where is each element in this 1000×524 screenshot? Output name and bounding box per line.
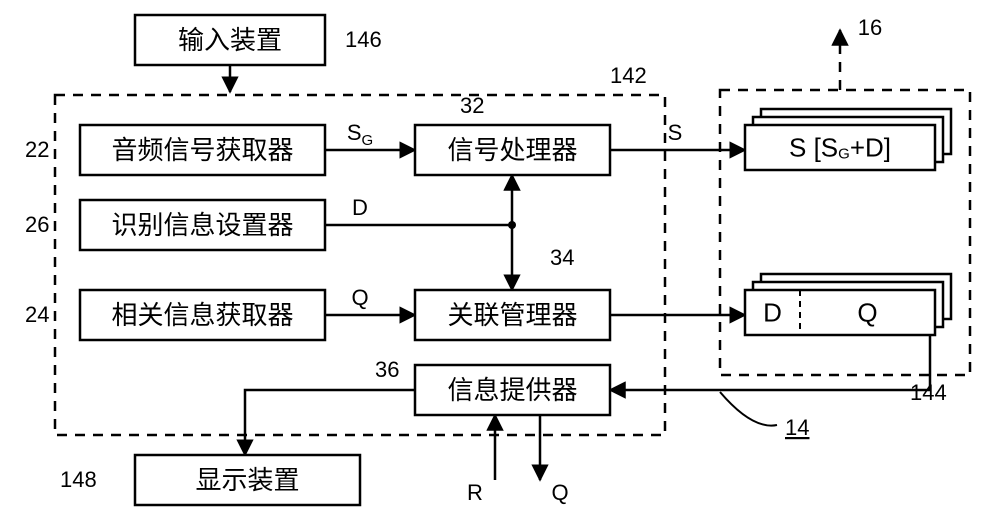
edge-dq-provider <box>610 335 930 390</box>
node-ref-ident: 26 <box>25 212 49 237</box>
node-ref-related: 24 <box>25 302 49 327</box>
node-label-ident: 识别信息设置器 <box>111 210 293 240</box>
node-label-display: 显示装置 <box>195 465 299 495</box>
edge-label-r-up: R <box>467 480 483 505</box>
ref-14-leader <box>720 392 777 426</box>
edge-label-ident-right: D <box>352 195 368 220</box>
edge-label-related-assoc: Q <box>351 285 368 310</box>
node-ref-audio: 22 <box>25 137 49 162</box>
node-ref-assoc: 34 <box>550 245 574 270</box>
node-ref-display: 148 <box>60 467 97 492</box>
node-label-input: 输入装置 <box>178 25 282 55</box>
node-label-sigproc: 信号处理器 <box>447 135 577 165</box>
node-label-related: 相关信息获取器 <box>111 300 293 330</box>
node-ref-input: 146 <box>345 27 382 52</box>
node-ref-provider: 36 <box>375 357 399 382</box>
ref-store: 144 <box>910 380 947 405</box>
edge-label-store-up: 16 <box>858 15 882 40</box>
node-label-assoc: 关联管理器 <box>447 300 577 330</box>
node-label-provider: 信息提供器 <box>447 375 577 405</box>
stack-dq-d: D <box>763 297 782 327</box>
diagram-canvas: 142 144 SG D Q S 16 R Q 输入装置 146 音频信号获取器 22 识别信息设置器 26… <box>0 0 1000 524</box>
edge-provider-display <box>245 390 415 455</box>
edge-label-q-down: Q <box>551 480 568 505</box>
node-label-audio: 音频信号获取器 <box>111 135 293 165</box>
ref-main: 142 <box>610 63 647 88</box>
junction-dot <box>508 221 516 229</box>
node-ref-sigproc: 32 <box>460 93 484 118</box>
edge-label-audio-sigproc: SG <box>347 120 373 149</box>
edge-label-sigproc-out: S <box>668 120 683 145</box>
stack-dq-q: Q <box>857 297 877 327</box>
ref-14: 14 <box>785 415 809 440</box>
